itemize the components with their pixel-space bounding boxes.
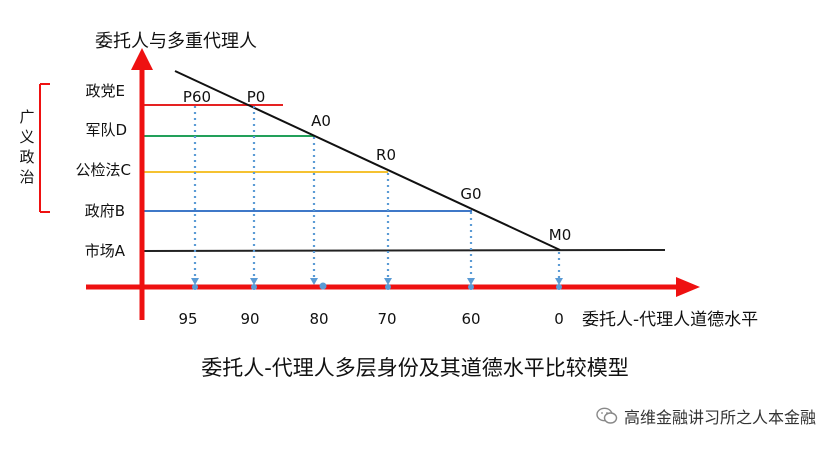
axis-dot-60 (468, 284, 474, 290)
level-line-market (141, 249, 666, 252)
x-tick-60: 60 (461, 310, 480, 328)
point-label-m0: M0 (549, 226, 572, 244)
arrowhead-70 (384, 278, 392, 285)
axis-dot-70 (385, 284, 391, 290)
point-label-p60: P60 (183, 88, 211, 106)
axis-dot-90 (251, 284, 257, 290)
watermark: 高维金融讲习所之人本金融 (596, 404, 816, 428)
y-axis-title: 委托人与多重代理人 (95, 31, 257, 52)
point-label-g0: G0 (460, 185, 481, 203)
watermark-text: 高维金融讲习所之人本金融 (623, 408, 816, 427)
level-label-army: 军队D (85, 121, 127, 139)
x-tick-70: 70 (377, 310, 396, 328)
level-label-market: 市场A (85, 242, 126, 260)
broad-politics-bracket (39, 83, 50, 213)
drop-lines (191, 106, 563, 285)
y-axis-arrow (131, 48, 153, 70)
bracket-char-4: 治 (19, 168, 34, 186)
diagram-title: 委托人-代理人多层身份及其道德水平比较模型 (201, 356, 629, 380)
x-tick-95: 95 (178, 310, 197, 328)
axis-dots (192, 282, 562, 290)
x-tick-90: 90 (240, 310, 259, 328)
axis-dot-80 (319, 282, 327, 290)
arrowhead-90 (250, 278, 258, 285)
arrowhead-60 (467, 278, 475, 285)
axis-dot-0 (556, 284, 562, 290)
bracket-char-1: 广 (19, 108, 34, 126)
diagonal-line (174, 70, 561, 251)
level-label-judiciary: 公检法C (76, 161, 131, 179)
x-axis-arrow (676, 277, 700, 297)
point-label-p0: P0 (247, 88, 266, 106)
axis-dot-95 (192, 284, 198, 290)
level-label-party: 政党E (86, 82, 125, 100)
bracket-char-3: 政 (19, 148, 34, 166)
arrowhead-95 (191, 278, 199, 285)
arrowhead-0 (555, 278, 563, 285)
x-tick-80: 80 (309, 310, 328, 328)
x-tick-0: 0 (554, 310, 564, 328)
x-axis-title: 委托人-代理人道德水平 (582, 310, 758, 330)
bracket-char-2: 义 (19, 128, 34, 146)
arrowhead-80 (310, 278, 318, 285)
level-label-government: 政府B (85, 202, 125, 220)
point-label-r0: R0 (376, 146, 396, 164)
point-label-a0: A0 (311, 112, 331, 130)
wechat-icon (596, 407, 618, 424)
